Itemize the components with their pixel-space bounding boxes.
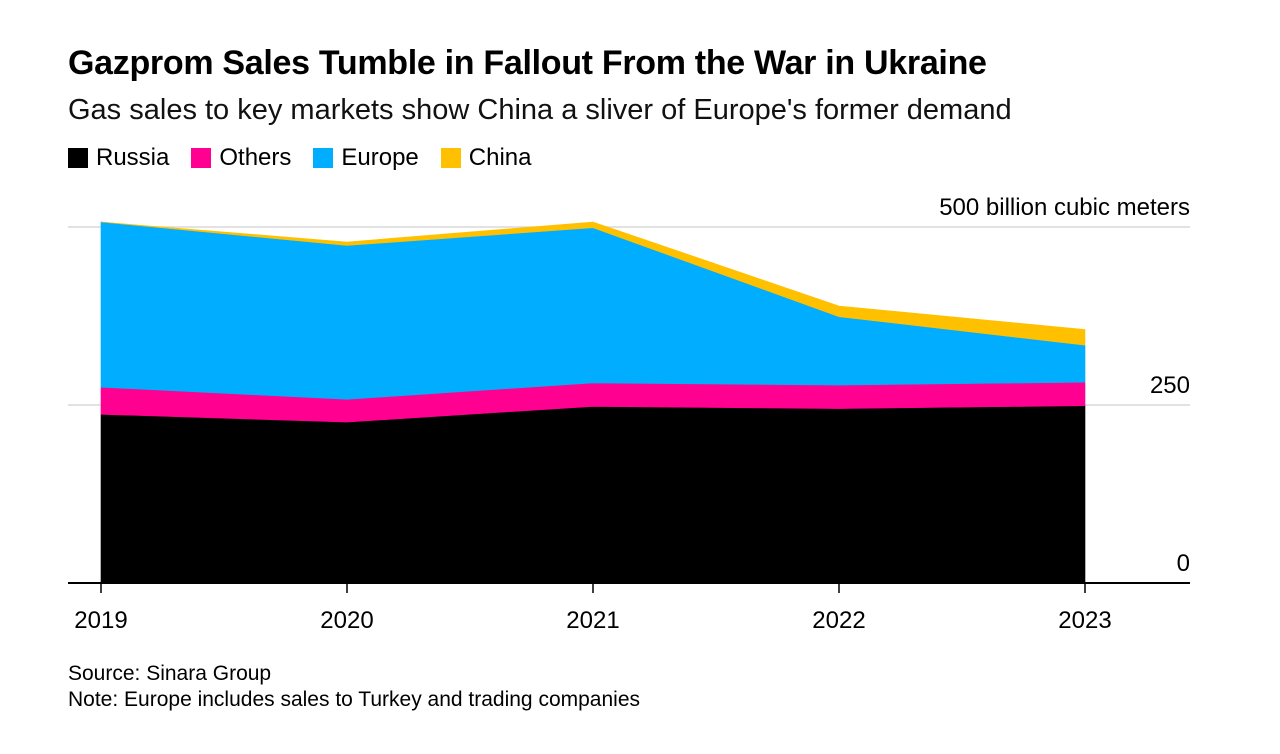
legend-item-china: China <box>440 144 532 172</box>
legend-swatch-europe <box>313 148 334 168</box>
x-tick-label-2022: 2022 <box>812 607 865 634</box>
source-note: Source: Sinara Group <box>68 662 272 685</box>
legend-label-china: China <box>468 144 532 171</box>
x-tick-label-2019: 2019 <box>74 607 127 634</box>
y-tick-label-0: 0 <box>1177 550 1190 577</box>
chart-subtitle: Gas sales to key markets show China a sl… <box>68 94 1012 126</box>
area-russia <box>100 405 1086 584</box>
legend-swatch-china <box>440 148 461 168</box>
chart-title: Gazprom Sales Tumble in Fallout From the… <box>68 44 987 82</box>
legend: Russia Others Europe China <box>68 144 554 172</box>
x-tick-label-2021: 2021 <box>566 607 619 634</box>
y-tick-label-250: 250 <box>1150 372 1190 399</box>
y-tick-label-500: 500 billion cubic meters <box>939 194 1190 221</box>
legend-item-europe: Europe <box>313 144 419 172</box>
area-china <box>100 221 1086 346</box>
x-tick-label-2020: 2020 <box>320 607 373 634</box>
area-europe <box>100 221 1086 400</box>
legend-label-others: Others <box>219 144 292 171</box>
x-tick-label-2023: 2023 <box>1058 607 1111 634</box>
legend-label-europe: Europe <box>341 144 419 171</box>
footnote: Note: Europe includes sales to Turkey an… <box>68 688 640 711</box>
legend-label-russia: Russia <box>96 144 170 171</box>
legend-swatch-russia <box>68 148 88 168</box>
legend-item-russia: Russia <box>68 144 169 172</box>
legend-swatch-others <box>191 148 212 168</box>
legend-item-others: Others <box>191 144 291 172</box>
